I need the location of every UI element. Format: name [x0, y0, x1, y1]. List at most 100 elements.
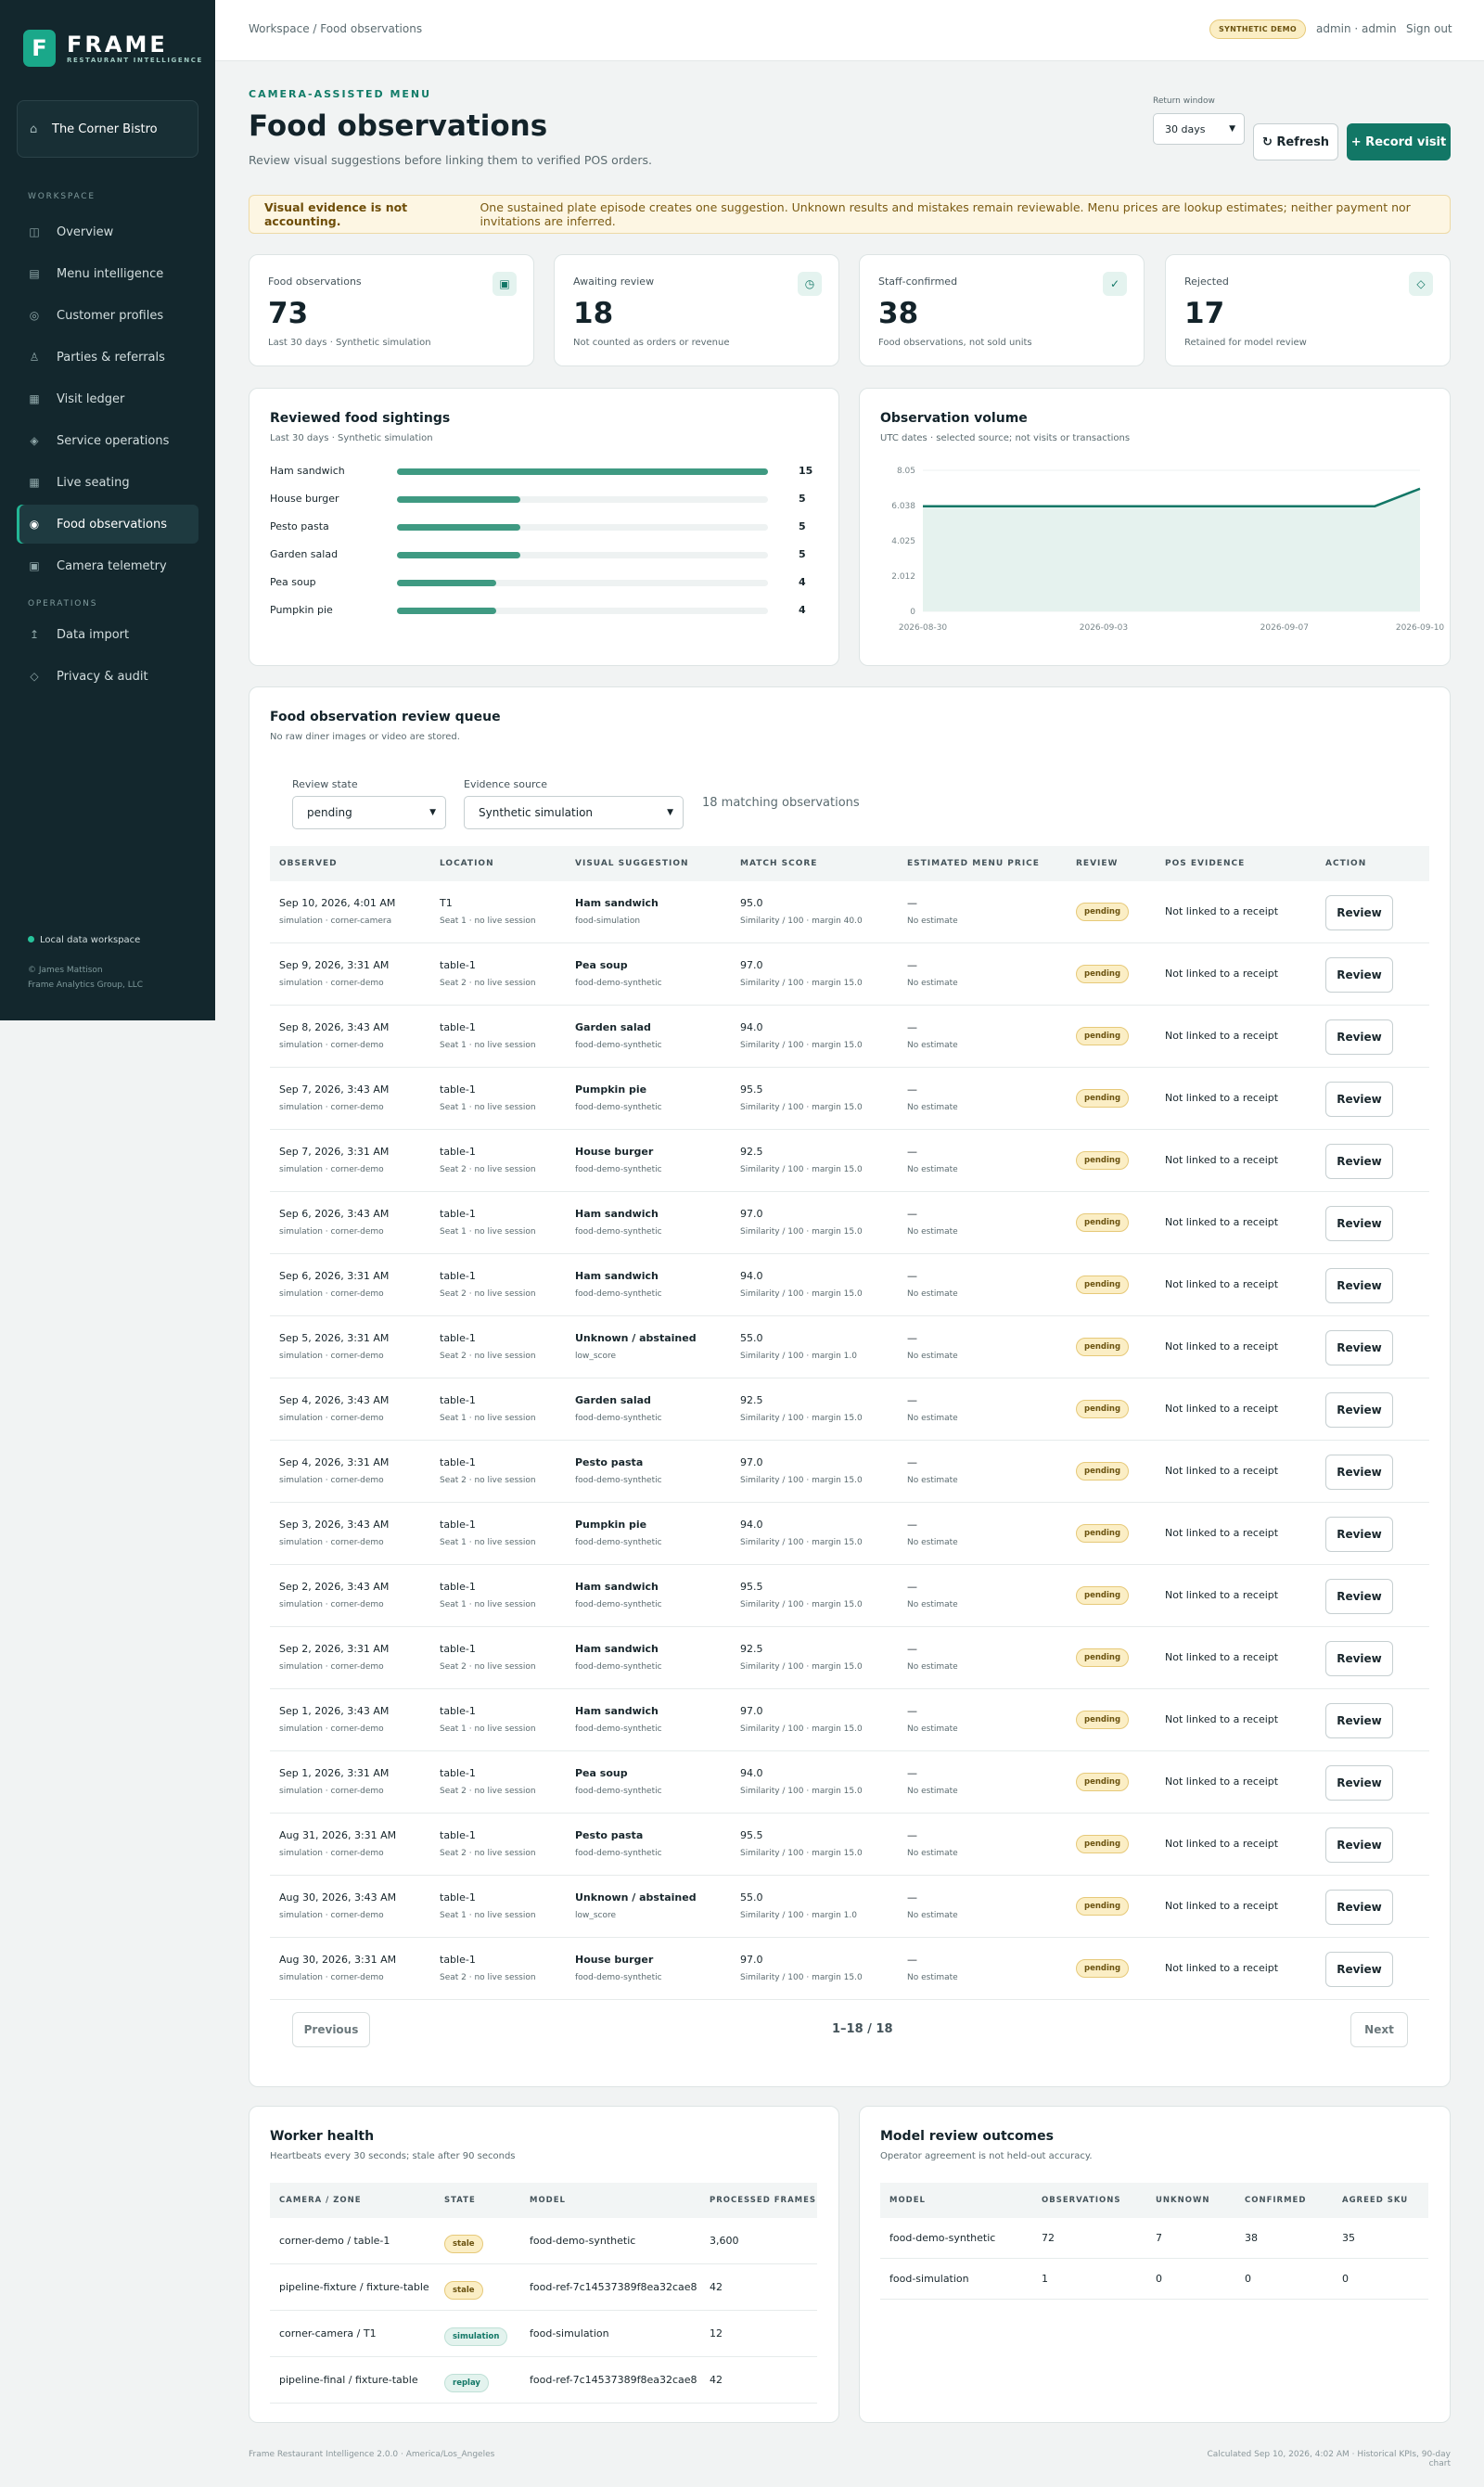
user-menu[interactable]: admin · admin: [1316, 22, 1397, 35]
review-button[interactable]: Review: [1325, 1952, 1393, 1987]
kpi-value: 38: [878, 297, 919, 330]
sidebar-item-service-operations[interactable]: ◈ Service operations: [17, 421, 198, 460]
venue-switcher[interactable]: ⌂ The Corner Bistro: [17, 100, 198, 158]
suggestion-cell-main: House burger: [575, 1954, 654, 1966]
sighting-bar-fill: [397, 608, 496, 614]
model-cell: food-simulation: [530, 2327, 609, 2340]
location-cell-main: table-1: [440, 1270, 476, 1282]
home-icon: ⌂: [30, 122, 38, 136]
price-cell-sub: No estimate: [907, 979, 958, 988]
review-button[interactable]: Review: [1325, 1144, 1393, 1179]
sidebar-item-food-observations[interactable]: ◉ Food observations: [17, 505, 198, 544]
status-badge: pending: [1076, 1835, 1130, 1853]
status-badge: pending: [1076, 1462, 1130, 1481]
sidebar-item-overview[interactable]: ◫ Overview: [17, 212, 198, 251]
evidence-source-select[interactable]: Synthetic simulation ▼: [464, 796, 684, 829]
model-outcomes-card: Model review outcomes Operator agreement…: [859, 2106, 1451, 2423]
review-button[interactable]: Review: [1325, 1579, 1393, 1614]
return-window-select[interactable]: 30 days ▼: [1153, 113, 1245, 145]
score-cell: 97.0 Similarity / 100 · margin 15.0: [740, 1208, 863, 1237]
sidebar-item-visit-ledger[interactable]: ▦ Visit ledger: [17, 379, 198, 418]
workspace-nav: ◫ Overview ▤ Menu intelligence ◎ Customer pro…: [17, 212, 198, 588]
review-button[interactable]: Review: [1325, 1268, 1393, 1303]
review-button[interactable]: Review: [1325, 1890, 1393, 1925]
observed-cell-sub: simulation · corner-demo: [279, 979, 384, 988]
table-row: Sep 6, 2026, 3:31 AM simulation · corner-…: [270, 1254, 1429, 1316]
sidebar-item-data-import[interactable]: ↥ Data import: [17, 615, 198, 654]
review-button[interactable]: Review: [1325, 1330, 1393, 1365]
sidebar-item-live-seating[interactable]: ▦ Live seating: [17, 463, 198, 502]
table-row: corner-camera / T1 simulation food-simulat…: [270, 2311, 817, 2357]
observed-cell-main: Sep 3, 2026, 3:43 AM: [279, 1519, 390, 1531]
outcome-obs-cell: 1: [1042, 2273, 1048, 2285]
price-cell-main: —: [907, 1954, 917, 1966]
sighting-bar-fill: [397, 580, 496, 586]
sidebar-item-customer-profiles[interactable]: ◎ Customer profiles: [17, 296, 198, 335]
review-button[interactable]: Review: [1325, 1455, 1393, 1490]
sidebar-item-camera-telemetry[interactable]: ▣ Camera telemetry: [17, 546, 198, 585]
location-cell-main: table-1: [440, 1643, 476, 1655]
observed-cell: Sep 2, 2026, 3:31 AM simulation · corner-…: [279, 1643, 389, 1672]
score-cell-sub: Similarity / 100 · margin 15.0: [740, 1227, 863, 1237]
observed-cell-sub: simulation · corner-demo: [279, 1227, 384, 1237]
observed-cell: Aug 30, 2026, 3:31 AM simulation · corner…: [279, 1954, 396, 1982]
review-button[interactable]: Review: [1325, 1765, 1393, 1801]
price-cell-sub: No estimate: [907, 1973, 958, 1982]
sidebar: F FRAME RESTAURANT INTELLIGENCE ⌂ The Co…: [0, 0, 215, 1020]
state-badge: stale: [444, 2235, 483, 2253]
location-cell-sub: Seat 2 · no live session: [440, 1476, 536, 1485]
review-button[interactable]: Review: [1325, 1082, 1393, 1117]
previous-page-button[interactable]: Previous: [292, 2012, 370, 2047]
review-button[interactable]: Review: [1325, 895, 1393, 930]
next-page-button[interactable]: Next: [1350, 2012, 1408, 2047]
status-badge: pending: [1076, 1586, 1130, 1605]
score-cell: 92.5 Similarity / 100 · margin 15.0: [740, 1394, 863, 1423]
observed-cell: Sep 4, 2026, 3:31 AM simulation · corner-…: [279, 1456, 389, 1485]
sign-out-link[interactable]: Sign out: [1406, 22, 1452, 35]
review-button[interactable]: Review: [1325, 1392, 1393, 1428]
outcome-confirmed-cell: 0: [1245, 2273, 1251, 2285]
sidebar-item-label: Data import: [57, 627, 130, 642]
review-state-select[interactable]: pending ▼: [292, 796, 446, 829]
price-cell: — No estimate: [907, 959, 958, 988]
score-cell: 92.5 Similarity / 100 · margin 15.0: [740, 1146, 863, 1174]
observed-cell: Sep 4, 2026, 3:43 AM simulation · corner-…: [279, 1394, 389, 1423]
sidebar-item-label: Camera telemetry: [57, 558, 167, 573]
review-button[interactable]: Review: [1325, 1703, 1393, 1738]
suggestion-cell-main: Pesto pasta: [575, 1456, 644, 1468]
pos-evidence: Not linked to a receipt: [1165, 1713, 1279, 1725]
sidebar-item-label: Privacy & audit: [57, 669, 148, 684]
sidebar-item-privacy-audit[interactable]: ◇ Privacy & audit: [17, 657, 198, 696]
review-button[interactable]: Review: [1325, 1206, 1393, 1241]
breadcrumb[interactable]: Workspace / Food observations: [249, 22, 423, 35]
suggestion-cell-main: Pumpkin pie: [575, 1083, 647, 1096]
worker-header-processed-frames: PROCESSED FRAMES: [710, 2196, 817, 2205]
score-cell-sub: Similarity / 100 · margin 15.0: [740, 1165, 863, 1174]
observed-cell: Sep 8, 2026, 3:43 AM simulation · corner-…: [279, 1021, 389, 1050]
suggestion-cell: Pumpkin pie food-demo-synthetic: [575, 1519, 662, 1547]
state-badge: stale: [444, 2281, 483, 2300]
status-badge: pending: [1076, 1027, 1130, 1045]
brand[interactable]: F FRAME RESTAURANT INTELLIGENCE: [23, 30, 203, 67]
series-area: [923, 488, 1420, 611]
sidebar-item-menu-intelligence[interactable]: ▤ Menu intelligence: [17, 254, 198, 293]
kpi-label: Food observations: [268, 276, 362, 288]
price-cell-main: —: [907, 1332, 917, 1344]
sidebar-item-parties-referrals[interactable]: ♙ Parties & referrals: [17, 338, 198, 377]
record-visit-button[interactable]: + Record visit: [1347, 123, 1451, 160]
pos-evidence: Not linked to a receipt: [1165, 1900, 1279, 1912]
pos-evidence: Not linked to a receipt: [1165, 1838, 1279, 1850]
location-cell-main: table-1: [440, 959, 476, 971]
observed-cell-main: Aug 30, 2026, 3:31 AM: [279, 1954, 397, 1966]
outcome-model-cell: food-simulation: [889, 2273, 969, 2285]
review-button[interactable]: Review: [1325, 1019, 1393, 1055]
review-button[interactable]: Review: [1325, 1641, 1393, 1676]
refresh-button[interactable]: ↻ Refresh: [1253, 123, 1338, 160]
score-cell-main: 95.0: [740, 897, 763, 909]
review-button[interactable]: Review: [1325, 1517, 1393, 1552]
suggestion-cell-main: Garden salad: [575, 1394, 651, 1406]
review-button[interactable]: Review: [1325, 1827, 1393, 1863]
score-cell: 92.5 Similarity / 100 · margin 15.0: [740, 1643, 863, 1672]
sighting-row: Pea soup 4: [270, 576, 817, 589]
review-button[interactable]: Review: [1325, 957, 1393, 993]
